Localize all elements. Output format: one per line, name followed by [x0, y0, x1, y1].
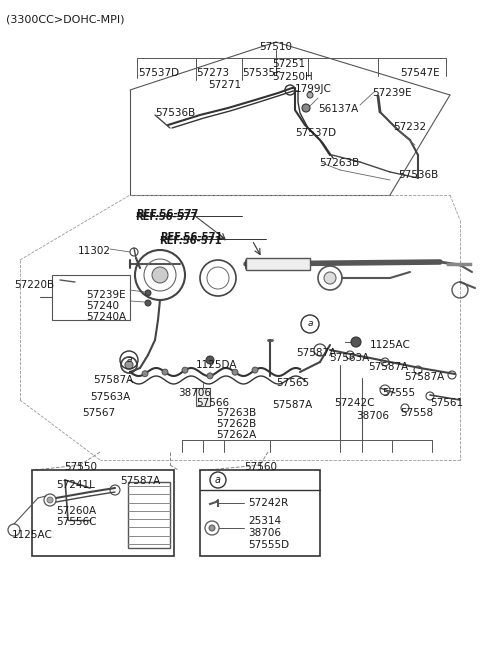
- Text: 57510: 57510: [260, 42, 292, 52]
- Circle shape: [232, 369, 238, 375]
- Text: 57242R: 57242R: [248, 498, 288, 508]
- Circle shape: [182, 367, 188, 373]
- Text: 57536B: 57536B: [155, 108, 195, 118]
- Bar: [200, 470, 320, 556]
- Circle shape: [206, 356, 214, 364]
- Text: 57262B: 57262B: [216, 419, 256, 429]
- Text: 57555D: 57555D: [248, 540, 289, 550]
- Text: 57263B: 57263B: [319, 158, 359, 168]
- Text: 11302: 11302: [78, 246, 111, 256]
- Circle shape: [209, 525, 215, 531]
- Text: a: a: [307, 320, 313, 329]
- Text: 57262A: 57262A: [216, 430, 256, 440]
- Circle shape: [145, 290, 151, 296]
- Text: 57263B: 57263B: [216, 408, 256, 418]
- Text: 57550: 57550: [64, 462, 97, 472]
- Text: 57240A: 57240A: [86, 312, 126, 322]
- Text: 57537D: 57537D: [138, 68, 179, 78]
- Circle shape: [47, 497, 53, 503]
- Circle shape: [125, 361, 133, 369]
- Text: (3300CC>DOHC-MPI): (3300CC>DOHC-MPI): [6, 14, 124, 24]
- Text: 25314: 25314: [248, 516, 281, 526]
- Text: 57587A: 57587A: [120, 476, 160, 486]
- Text: 57536B: 57536B: [398, 170, 438, 180]
- Circle shape: [145, 300, 151, 306]
- Circle shape: [152, 267, 168, 283]
- Circle shape: [252, 367, 258, 373]
- Bar: [32, 470, 174, 556]
- Text: 57242C: 57242C: [334, 398, 374, 408]
- Bar: [196, 388, 210, 406]
- Text: 57273: 57273: [196, 68, 229, 78]
- Text: 38706: 38706: [356, 411, 389, 421]
- Text: 56137A: 56137A: [318, 104, 358, 114]
- Text: 57561: 57561: [430, 398, 463, 408]
- Text: REF.56-571: REF.56-571: [159, 236, 222, 246]
- Text: 57260A: 57260A: [56, 506, 96, 516]
- Text: 57587A: 57587A: [272, 400, 312, 410]
- Text: 57239E: 57239E: [372, 88, 412, 98]
- Text: 57565: 57565: [276, 378, 309, 388]
- Text: 57241L: 57241L: [56, 480, 95, 490]
- Circle shape: [307, 92, 313, 98]
- Circle shape: [207, 373, 213, 379]
- Text: 57563A: 57563A: [90, 392, 130, 402]
- Text: 1125AC: 1125AC: [370, 340, 411, 350]
- Text: 57232: 57232: [393, 122, 426, 132]
- Text: 1799JC: 1799JC: [295, 84, 332, 94]
- Text: 57587A: 57587A: [296, 348, 336, 358]
- Text: 57250H: 57250H: [272, 72, 313, 82]
- Text: 57558: 57558: [400, 408, 433, 418]
- Text: 57556C: 57556C: [56, 517, 96, 527]
- Bar: [246, 258, 310, 270]
- Text: 57560: 57560: [244, 462, 277, 472]
- Text: REF.56-571: REF.56-571: [160, 232, 223, 242]
- Text: 57566: 57566: [196, 398, 229, 408]
- Text: 1125AC: 1125AC: [12, 530, 53, 540]
- Text: 57535F: 57535F: [242, 68, 281, 78]
- Text: 38706: 38706: [178, 388, 211, 398]
- Text: 57220B: 57220B: [14, 280, 54, 290]
- Text: a: a: [126, 355, 132, 365]
- Text: 57587A: 57587A: [404, 372, 444, 382]
- Text: 57563A: 57563A: [329, 353, 369, 363]
- Text: 57239E: 57239E: [86, 290, 126, 300]
- Text: REF.56-577: REF.56-577: [135, 212, 197, 222]
- Text: 57587A: 57587A: [368, 362, 408, 372]
- Bar: [128, 482, 170, 548]
- Circle shape: [351, 337, 361, 347]
- Text: REF.56-577: REF.56-577: [136, 209, 198, 219]
- Text: 38706: 38706: [248, 528, 281, 538]
- Text: 57587A: 57587A: [93, 375, 133, 385]
- Circle shape: [162, 369, 168, 375]
- Bar: [52, 275, 130, 320]
- Circle shape: [302, 104, 310, 112]
- Text: 57567: 57567: [82, 408, 115, 418]
- Text: 57271: 57271: [208, 80, 241, 90]
- Circle shape: [324, 272, 336, 284]
- Text: 57547E: 57547E: [400, 68, 440, 78]
- Circle shape: [142, 370, 148, 377]
- Text: 1125DA: 1125DA: [196, 360, 238, 370]
- Text: 57555: 57555: [382, 388, 415, 398]
- Text: 57537D: 57537D: [295, 128, 336, 138]
- Text: a: a: [215, 475, 221, 485]
- Text: 57251: 57251: [272, 59, 305, 69]
- Text: 57240: 57240: [86, 301, 119, 311]
